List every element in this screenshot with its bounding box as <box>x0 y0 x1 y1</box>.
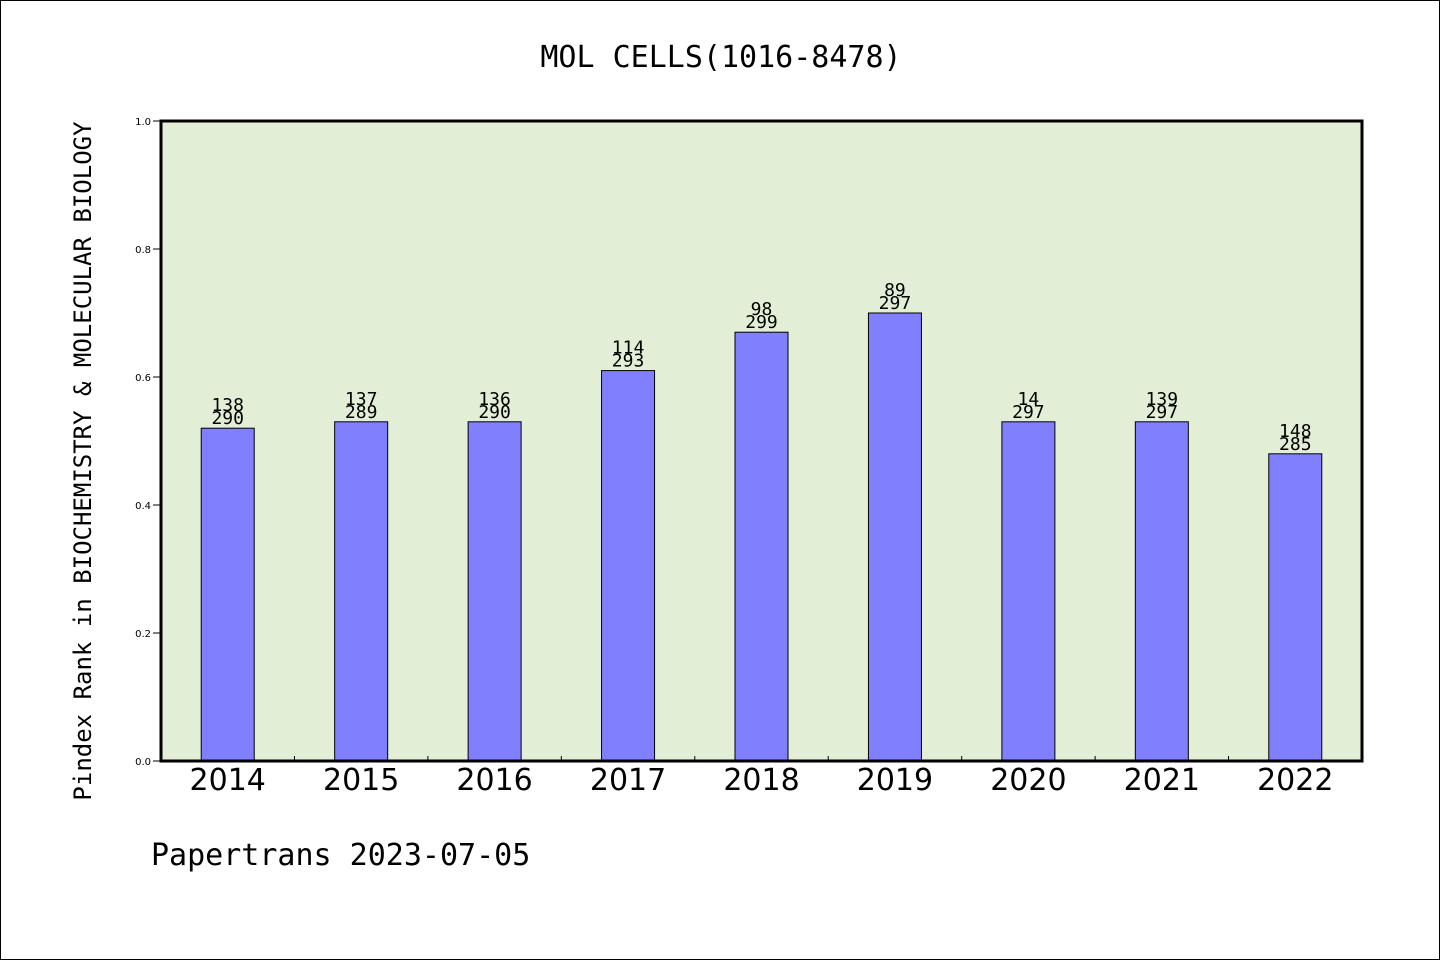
bar-total-label: 289 <box>345 402 378 423</box>
bar-total-label: 290 <box>478 402 511 423</box>
x-tick-label: 2016 <box>456 763 532 798</box>
x-tick-label: 2014 <box>190 763 266 798</box>
y-tick-label: 0.0 <box>135 757 151 768</box>
bar-2018 <box>734 331 789 762</box>
bar-2020 <box>1001 421 1056 762</box>
bar-rank-label: 14 <box>1018 389 1040 410</box>
bar-total-label: 290 <box>211 408 244 429</box>
y-tick-label: 0.4 <box>135 501 151 512</box>
bar-rank-label: 138 <box>211 395 244 416</box>
bar-2015 <box>334 421 389 762</box>
bar-total-label: 293 <box>612 351 645 372</box>
bar-total-label: 285 <box>1279 434 1312 455</box>
bar-2019 <box>867 312 922 762</box>
bar-2017 <box>601 370 656 762</box>
x-tick-label: 2015 <box>323 763 399 798</box>
x-tick-label: 2019 <box>857 763 933 798</box>
y-axis-label: Pindex Rank in BIOCHEMISTRY & MOLECULAR … <box>69 121 97 801</box>
bar-rank-label: 89 <box>884 280 906 301</box>
x-tick-label: 2018 <box>723 763 799 798</box>
y-tick-label: 0.8 <box>135 245 151 256</box>
y-tick-label: 1.0 <box>135 117 151 128</box>
plot-border <box>159 119 1364 763</box>
footer-credit: Papertrans 2023-07-05 <box>151 838 530 873</box>
x-tick-label: 2017 <box>590 763 666 798</box>
bar-rank-label: 148 <box>1279 421 1312 442</box>
x-tick-label: 2021 <box>1124 763 1200 798</box>
y-axis: 0.0 0.2 0.4 0.6 0.8 1.0 <box>135 117 161 768</box>
bar-total-label: 297 <box>879 293 912 314</box>
bar-2022 <box>1268 453 1323 762</box>
chart-title: MOL CELLS(1016-8478) <box>540 40 901 75</box>
bar-total-label: 297 <box>1146 402 1179 423</box>
bar-rank-label: 137 <box>345 389 378 410</box>
x-axis: 2014 2015 2016 2017 2018 2019 2020 2021 2022 <box>190 756 1333 798</box>
bar-2021 <box>1134 421 1189 762</box>
bars-group <box>200 312 1323 762</box>
bar-2014 <box>200 427 255 762</box>
bar-total-label: 299 <box>745 312 778 333</box>
y-tick-label: 0.6 <box>135 373 151 384</box>
bar-labels-group: 1382901372891362901142939829989297142971… <box>211 280 1311 455</box>
bar-rank-label: 98 <box>751 299 773 320</box>
bar-total-label: 297 <box>1012 402 1045 423</box>
bar-rank-label: 139 <box>1146 389 1179 410</box>
bar-2016 <box>467 421 522 762</box>
bar-rank-label: 114 <box>612 338 645 359</box>
y-tick-label: 0.2 <box>135 629 151 640</box>
x-tick-label: 2022 <box>1257 763 1333 798</box>
bar-rank-label: 136 <box>478 389 511 410</box>
x-tick-label: 2020 <box>990 763 1066 798</box>
